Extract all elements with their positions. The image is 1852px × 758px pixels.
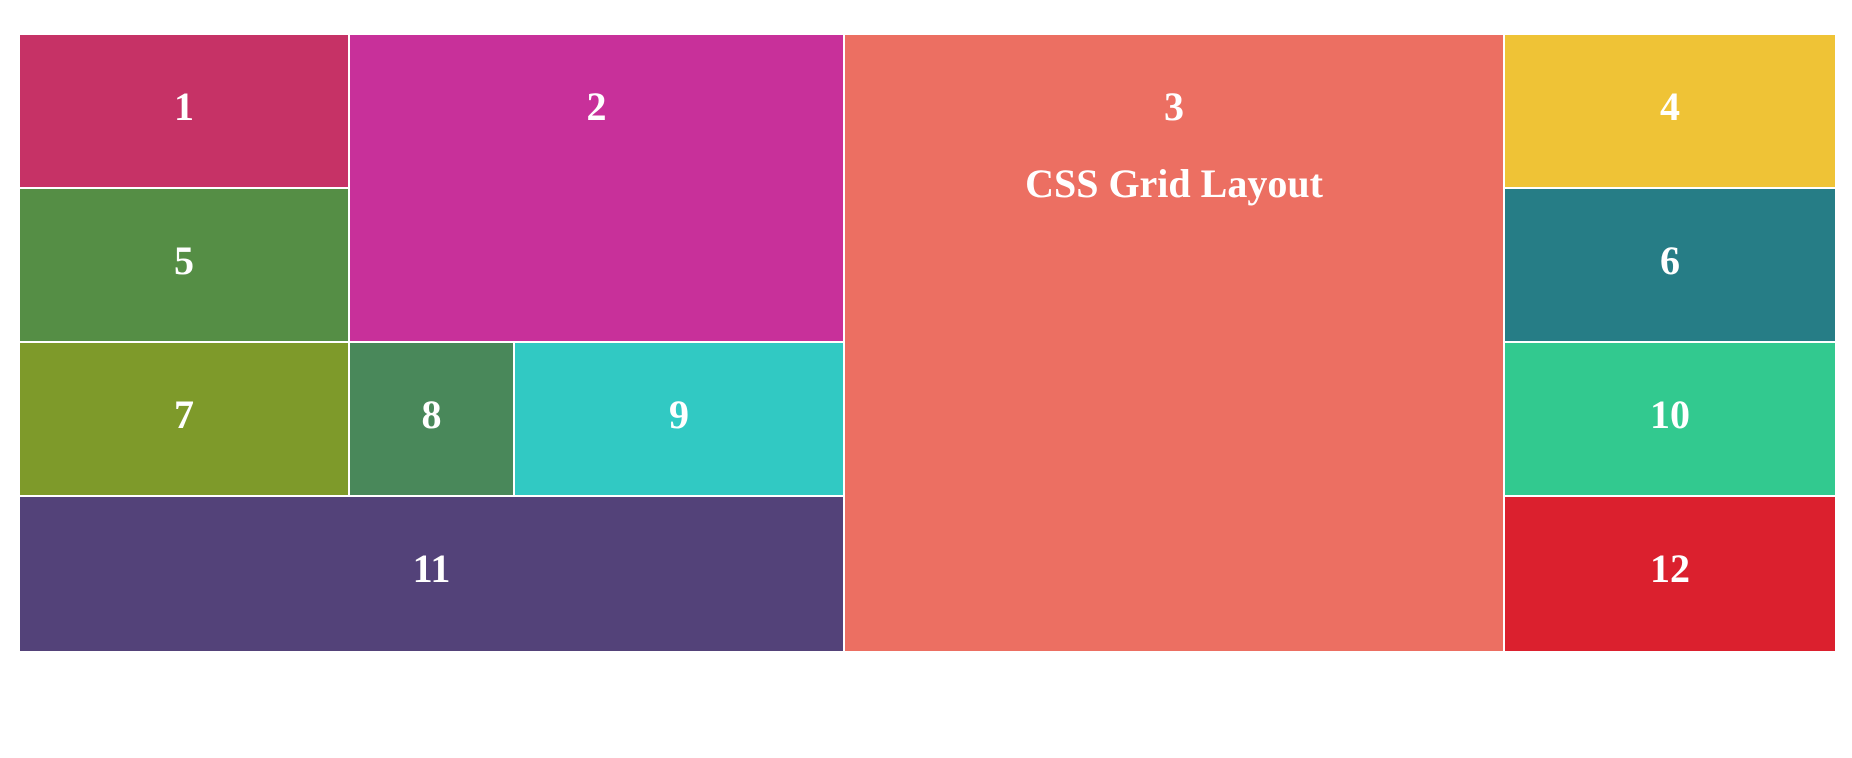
grid-cell-label: 4: [1660, 84, 1680, 129]
grid-cell-6: 6: [1505, 189, 1835, 343]
grid-cell-label: 12: [1650, 546, 1690, 591]
grid-cell-label: 2: [586, 84, 607, 129]
grid-cell-8: 8: [350, 343, 515, 497]
grid-subtitle: CSS Grid Layout: [1025, 161, 1323, 206]
grid-cell-10: 10: [1505, 343, 1835, 497]
grid-cell-3: 3 CSS Grid Layout: [845, 35, 1505, 651]
css-grid-layout: 1 2 3 CSS Grid Layout 4 5 6 7 8 9 10 11 …: [20, 35, 1835, 651]
grid-cell-12: 12: [1505, 497, 1835, 651]
grid-cell-label: 10: [1650, 392, 1690, 437]
grid-cell-label: 11: [412, 546, 451, 591]
grid-cell-7: 7: [20, 343, 350, 497]
grid-cell-5: 5: [20, 189, 350, 343]
grid-cell-label: 1: [174, 84, 194, 129]
grid-cell-label: 9: [669, 392, 689, 437]
grid-cell-11: 11: [20, 497, 845, 651]
grid-cell-label: 6: [1660, 238, 1680, 283]
grid-cell-2: 2: [350, 35, 845, 343]
grid-cell-label: 3: [1164, 84, 1184, 129]
grid-cell-1: 1: [20, 35, 350, 189]
grid-cell-label: 5: [174, 238, 194, 283]
grid-cell-label: 8: [421, 392, 442, 437]
grid-cell-9: 9: [515, 343, 845, 497]
grid-cell-4: 4: [1505, 35, 1835, 189]
grid-cell-label: 7: [174, 392, 194, 437]
